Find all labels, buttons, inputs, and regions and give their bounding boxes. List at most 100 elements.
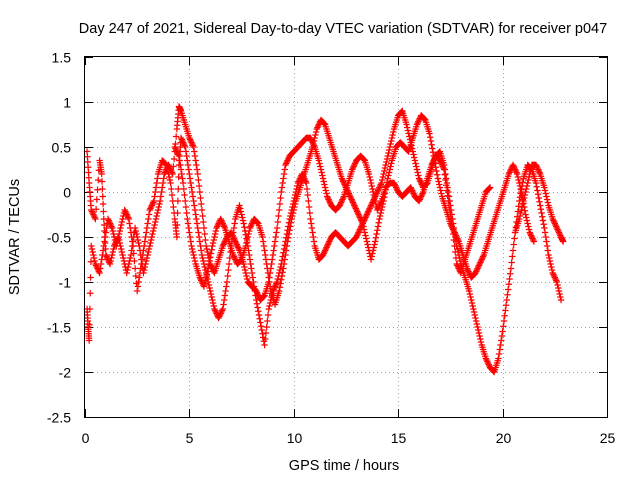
data-point <box>378 176 386 184</box>
data-point <box>421 116 428 123</box>
data-point <box>163 164 171 172</box>
data-point <box>291 200 299 208</box>
data-point <box>219 220 227 227</box>
data-point <box>123 269 130 277</box>
data-point <box>135 239 142 247</box>
data-point <box>417 194 424 202</box>
data-point <box>426 130 433 137</box>
data-point <box>502 302 510 309</box>
data-point <box>217 215 224 223</box>
data-point <box>468 299 476 307</box>
data-point <box>379 173 387 181</box>
data-point <box>517 209 524 217</box>
data-point <box>348 196 355 203</box>
data-point <box>133 230 140 238</box>
data-point <box>258 326 265 334</box>
data-point <box>520 197 527 205</box>
data-point <box>465 268 472 275</box>
data-point <box>349 164 357 172</box>
data-point <box>154 175 161 182</box>
data-point <box>443 175 450 182</box>
data-point <box>134 283 142 290</box>
x-axis-label: GPS time / hours <box>289 458 399 474</box>
data-point <box>408 185 415 193</box>
data-point <box>430 152 437 160</box>
data-point <box>262 251 269 259</box>
data-point <box>325 239 332 247</box>
data-point <box>214 221 222 229</box>
data-point <box>191 206 199 214</box>
data-point <box>483 356 490 364</box>
data-point <box>221 292 229 299</box>
data-point <box>475 263 482 271</box>
data-point <box>87 290 94 297</box>
data-point <box>415 197 423 205</box>
y-tick-labels: -2.5 -2 -1.5 -1 -0.5 0 0.5 1 1.5 <box>47 50 71 426</box>
data-point <box>514 208 522 215</box>
data-point <box>465 287 473 295</box>
data-point <box>534 187 541 194</box>
data-point <box>338 175 346 182</box>
x-tick-label: 10 <box>287 430 303 446</box>
data-point <box>287 223 294 230</box>
data-point <box>294 182 301 190</box>
data-point <box>191 148 198 155</box>
data-point <box>510 241 517 248</box>
data-point <box>180 140 188 148</box>
data-point <box>354 209 362 217</box>
data-point <box>485 185 492 193</box>
data-point <box>148 233 156 241</box>
data-point <box>549 269 556 277</box>
data-point <box>342 184 350 191</box>
data-point <box>262 335 269 343</box>
data-point <box>179 179 187 187</box>
data-point <box>514 170 521 178</box>
data-point <box>119 251 126 259</box>
data-point <box>411 154 418 161</box>
data-point <box>188 242 195 250</box>
data-point <box>110 230 117 238</box>
data-point <box>187 137 194 145</box>
data-point <box>284 238 291 245</box>
data-point <box>283 242 291 250</box>
data-point <box>189 248 197 256</box>
data-point <box>381 190 389 197</box>
data-point <box>365 170 373 178</box>
data-point <box>209 239 217 247</box>
data-point <box>264 265 271 272</box>
data-point <box>125 260 133 268</box>
data-point <box>499 328 506 335</box>
data-point <box>319 172 326 179</box>
data-point <box>503 296 510 304</box>
x-tick-label: 5 <box>186 430 194 446</box>
data-point <box>314 122 322 130</box>
data-point <box>486 184 494 191</box>
data-point <box>409 188 417 196</box>
data-point <box>543 196 551 203</box>
data-point <box>197 275 204 283</box>
data-point <box>270 286 277 293</box>
data-point <box>90 254 98 262</box>
data-point <box>223 283 230 290</box>
data-point <box>166 176 174 184</box>
data-point <box>369 250 376 257</box>
data-point <box>545 251 552 259</box>
data-point <box>196 188 204 196</box>
data-point <box>164 167 172 175</box>
data-point <box>511 166 519 173</box>
data-point <box>216 313 223 320</box>
data-point <box>508 259 515 266</box>
data-point <box>275 287 283 295</box>
y-tick-label: -1.5 <box>47 320 71 336</box>
data-point <box>265 274 272 281</box>
data-point <box>150 224 158 232</box>
data-point <box>321 248 328 256</box>
data-point <box>140 242 148 250</box>
data-point <box>221 296 228 304</box>
data-point <box>419 190 426 197</box>
data-point <box>452 232 460 239</box>
data-point <box>174 221 181 229</box>
data-point <box>436 181 443 188</box>
data-point <box>520 194 528 202</box>
